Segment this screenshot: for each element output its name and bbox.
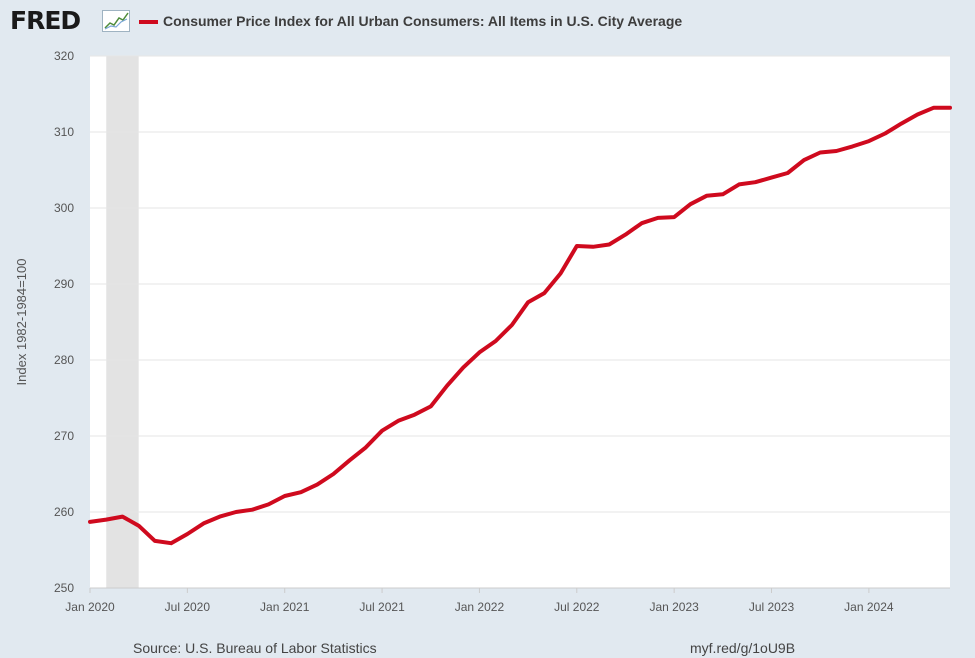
y-tick-label: 300 [54,201,74,215]
trend-graph-icon [102,10,130,32]
y-tick-label: 320 [54,49,74,63]
recession-band [106,56,139,588]
x-tick-label: Jan 2023 [649,600,699,614]
x-tick-label: Jan 2020 [65,600,115,614]
y-tick-label: 310 [54,125,74,139]
x-tick-label: Jan 2021 [260,600,310,614]
short-link[interactable]: myf.red/g/1oU9B [690,640,796,656]
cpi-series-line [88,105,952,546]
chart-header: FRED Consumer Price Index for All Urban … [0,0,975,46]
y-tick-label: 270 [54,429,74,443]
y-tick-label: 260 [54,505,74,519]
legend-swatch [139,20,158,24]
fred-logo[interactable]: FRED [10,6,81,35]
y-tick-label: 250 [54,581,74,595]
x-tick-label: Jul 2021 [359,600,405,614]
x-tick-label: Jul 2023 [749,600,795,614]
x-tick-label: Jul 2020 [165,600,211,614]
source-note: Source: U.S. Bureau of Labor Statistics [133,640,377,656]
y-tick-label: 280 [54,353,74,367]
plot-area [90,56,950,588]
x-tick-label: Jul 2022 [554,600,600,614]
legend-series-label: Consumer Price Index for All Urban Consu… [163,13,683,29]
x-tick-label: Jan 2024 [844,600,894,614]
y-axis-label: Index 1982-1984=100 [14,259,29,386]
x-tick-label: Jan 2022 [455,600,505,614]
y-tick-label: 290 [54,277,74,291]
